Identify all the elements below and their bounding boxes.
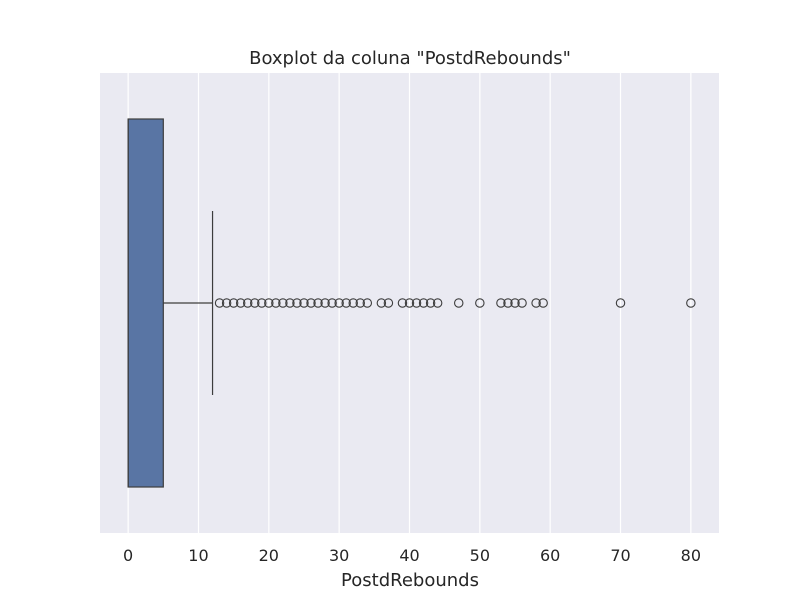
box-group — [127, 118, 214, 488]
outlier-26 — [306, 298, 316, 308]
outlier-37 — [383, 298, 394, 308]
x-tick-70: 70 — [610, 546, 630, 565]
outlier-22 — [278, 298, 288, 308]
outlier-55 — [510, 298, 520, 308]
outlier-17 — [242, 298, 253, 308]
outlier-47 — [453, 298, 464, 308]
outlier-25 — [299, 298, 309, 308]
outlier-24 — [292, 298, 302, 308]
outlier-32 — [348, 298, 358, 308]
x-tick-80: 80 — [681, 546, 701, 565]
outlier-points — [214, 298, 696, 308]
outlier-19 — [257, 298, 267, 308]
outlier-27 — [313, 298, 323, 308]
outlier-43 — [425, 298, 436, 308]
x-axis-label: PostdRebounds — [341, 570, 479, 591]
outlier-58 — [531, 298, 541, 308]
outlier-44 — [432, 298, 443, 308]
outlier-80 — [686, 298, 696, 308]
outlier-21 — [271, 298, 281, 308]
x-tick-labels: 0 10 20 30 40 50 60 70 80 — [123, 546, 701, 565]
outlier-70 — [615, 298, 626, 308]
outlier-50 — [475, 298, 485, 308]
x-tick-10: 10 — [188, 546, 208, 565]
x-tick-30: 30 — [329, 546, 349, 565]
outlier-18 — [250, 298, 260, 308]
outlier-23 — [285, 298, 295, 308]
outlier-36 — [376, 298, 387, 308]
outlier-41 — [411, 298, 422, 308]
outlier-30 — [334, 298, 344, 308]
outlier-56 — [517, 298, 527, 308]
outlier-13 — [214, 298, 225, 308]
x-tick-0: 0 — [123, 546, 133, 565]
outlier-15 — [228, 298, 239, 308]
outlier-33 — [355, 298, 366, 308]
outlier-20 — [264, 298, 274, 308]
outlier-14 — [221, 298, 232, 308]
x-tick-40: 40 — [399, 546, 419, 565]
chart-title: Boxplot da coluna "PostdRebounds" — [249, 48, 571, 69]
x-tick-50: 50 — [470, 546, 490, 565]
outlier-34 — [362, 298, 373, 308]
box-iqr — [127, 118, 164, 488]
x-tick-60: 60 — [540, 546, 560, 565]
outlier-42 — [418, 298, 429, 308]
outlier-39 — [397, 298, 408, 308]
outlier-53 — [496, 298, 506, 308]
outlier-59 — [538, 298, 548, 308]
outlier-31 — [341, 298, 351, 308]
outlier-16 — [235, 298, 246, 308]
x-tick-20: 20 — [259, 546, 279, 565]
outlier-54 — [503, 298, 513, 308]
outlier-29 — [327, 298, 337, 308]
outlier-40 — [404, 298, 415, 308]
outlier-28 — [320, 298, 330, 308]
